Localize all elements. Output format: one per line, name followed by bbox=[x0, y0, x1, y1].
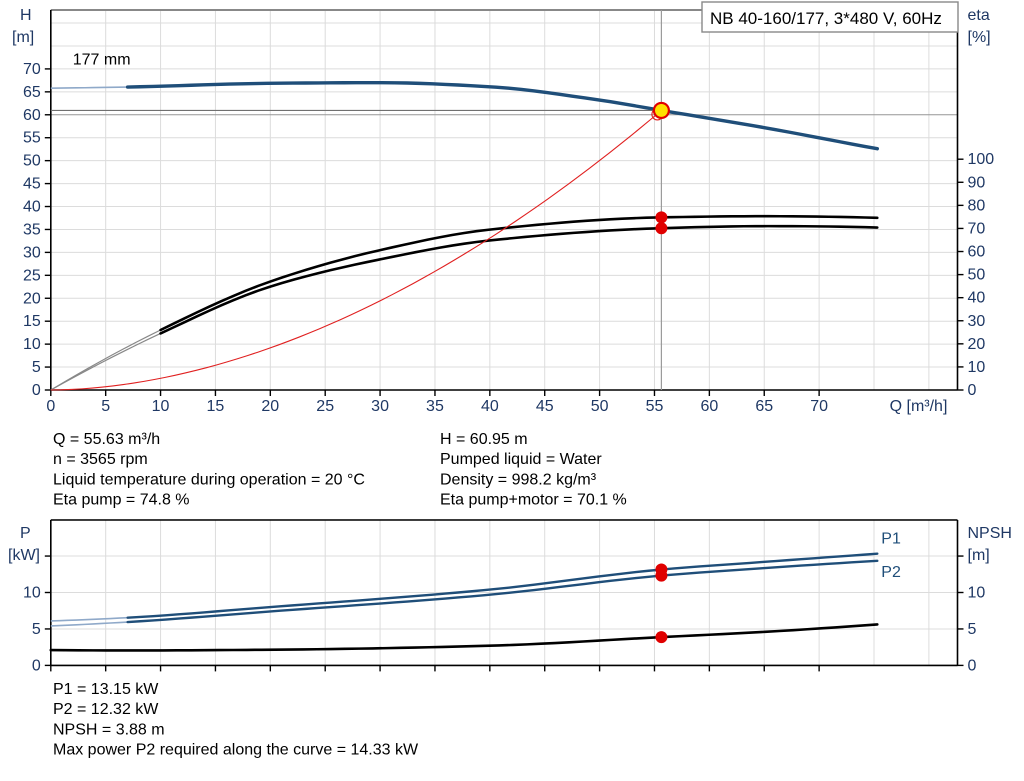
svg-text:35: 35 bbox=[23, 221, 41, 238]
svg-text:Pumped liquid = Water: Pumped liquid = Water bbox=[440, 451, 602, 468]
svg-text:60: 60 bbox=[700, 398, 718, 415]
svg-text:Liquid temperature during oper: Liquid temperature during operation = 20… bbox=[53, 471, 365, 488]
svg-text:45: 45 bbox=[23, 176, 41, 193]
svg-text:P1 = 13.15 kW: P1 = 13.15 kW bbox=[53, 681, 159, 698]
svg-text:n = 3565 rpm: n = 3565 rpm bbox=[53, 451, 148, 468]
svg-text:40: 40 bbox=[481, 398, 499, 415]
svg-text:eta: eta bbox=[968, 7, 990, 24]
svg-text:50: 50 bbox=[23, 153, 41, 170]
svg-text:Density = 998.2 kg/m³: Density = 998.2 kg/m³ bbox=[440, 471, 597, 488]
svg-text:15: 15 bbox=[207, 398, 225, 415]
svg-text:20: 20 bbox=[261, 398, 279, 415]
svg-text:30: 30 bbox=[371, 398, 389, 415]
svg-text:10: 10 bbox=[152, 398, 170, 415]
svg-text:60: 60 bbox=[968, 244, 986, 261]
svg-text:Max power P2 required along th: Max power P2 required along the curve = … bbox=[53, 742, 419, 759]
svg-text:[%]: [%] bbox=[968, 29, 991, 46]
svg-text:80: 80 bbox=[968, 197, 986, 214]
svg-text:0: 0 bbox=[32, 657, 41, 674]
svg-text:Eta pump+motor = 70.1 %: Eta pump+motor = 70.1 % bbox=[440, 492, 627, 509]
svg-text:55: 55 bbox=[646, 398, 664, 415]
svg-text:15: 15 bbox=[23, 313, 41, 330]
svg-text:10: 10 bbox=[968, 359, 986, 376]
svg-text:Q [m³/h]: Q [m³/h] bbox=[890, 398, 948, 415]
svg-text:5: 5 bbox=[101, 398, 110, 415]
svg-text:20: 20 bbox=[968, 336, 986, 353]
svg-text:35: 35 bbox=[426, 398, 444, 415]
svg-text:NB 40-160/177, 3*480 V, 60Hz: NB 40-160/177, 3*480 V, 60Hz bbox=[710, 9, 942, 28]
svg-text:P: P bbox=[20, 525, 31, 542]
svg-text:90: 90 bbox=[968, 174, 986, 191]
svg-text:70: 70 bbox=[968, 220, 986, 237]
svg-text:[m]: [m] bbox=[12, 29, 34, 46]
svg-text:NPSH = 3.88 m: NPSH = 3.88 m bbox=[53, 721, 165, 738]
svg-text:0: 0 bbox=[968, 657, 977, 674]
svg-text:P2 = 12.32 kW: P2 = 12.32 kW bbox=[53, 701, 159, 718]
svg-text:0: 0 bbox=[32, 382, 41, 399]
svg-text:10: 10 bbox=[23, 585, 41, 602]
svg-text:H = 60.95 m: H = 60.95 m bbox=[440, 431, 528, 448]
svg-text:30: 30 bbox=[968, 313, 986, 330]
svg-text:[kW]: [kW] bbox=[8, 547, 40, 564]
svg-text:0: 0 bbox=[46, 398, 55, 415]
svg-text:25: 25 bbox=[316, 398, 334, 415]
svg-text:5: 5 bbox=[968, 621, 977, 638]
svg-text:50: 50 bbox=[591, 398, 609, 415]
svg-text:40: 40 bbox=[968, 290, 986, 307]
svg-text:NPSH: NPSH bbox=[968, 525, 1012, 542]
svg-text:5: 5 bbox=[32, 359, 41, 376]
svg-text:0: 0 bbox=[968, 382, 977, 399]
svg-text:30: 30 bbox=[23, 244, 41, 261]
svg-text:70: 70 bbox=[23, 61, 41, 78]
svg-text:60: 60 bbox=[23, 107, 41, 124]
svg-text:40: 40 bbox=[23, 199, 41, 216]
svg-text:Eta pump = 74.8 %: Eta pump = 74.8 % bbox=[53, 492, 190, 509]
svg-text:20: 20 bbox=[23, 290, 41, 307]
svg-text:65: 65 bbox=[23, 84, 41, 101]
svg-text:100: 100 bbox=[968, 151, 995, 168]
svg-text:Q = 55.63 m³/h: Q = 55.63 m³/h bbox=[53, 431, 160, 448]
svg-text:25: 25 bbox=[23, 267, 41, 284]
svg-text:10: 10 bbox=[23, 336, 41, 353]
svg-text:50: 50 bbox=[968, 267, 986, 284]
svg-text:5: 5 bbox=[32, 621, 41, 638]
svg-text:177 mm: 177 mm bbox=[73, 51, 131, 68]
svg-text:45: 45 bbox=[536, 398, 554, 415]
svg-text:H: H bbox=[20, 7, 32, 24]
svg-text:[m]: [m] bbox=[968, 547, 990, 564]
svg-text:65: 65 bbox=[755, 398, 773, 415]
svg-text:P2: P2 bbox=[881, 564, 901, 581]
svg-text:55: 55 bbox=[23, 130, 41, 147]
svg-text:70: 70 bbox=[810, 398, 828, 415]
svg-text:P1: P1 bbox=[881, 531, 901, 548]
svg-text:10: 10 bbox=[968, 585, 986, 602]
